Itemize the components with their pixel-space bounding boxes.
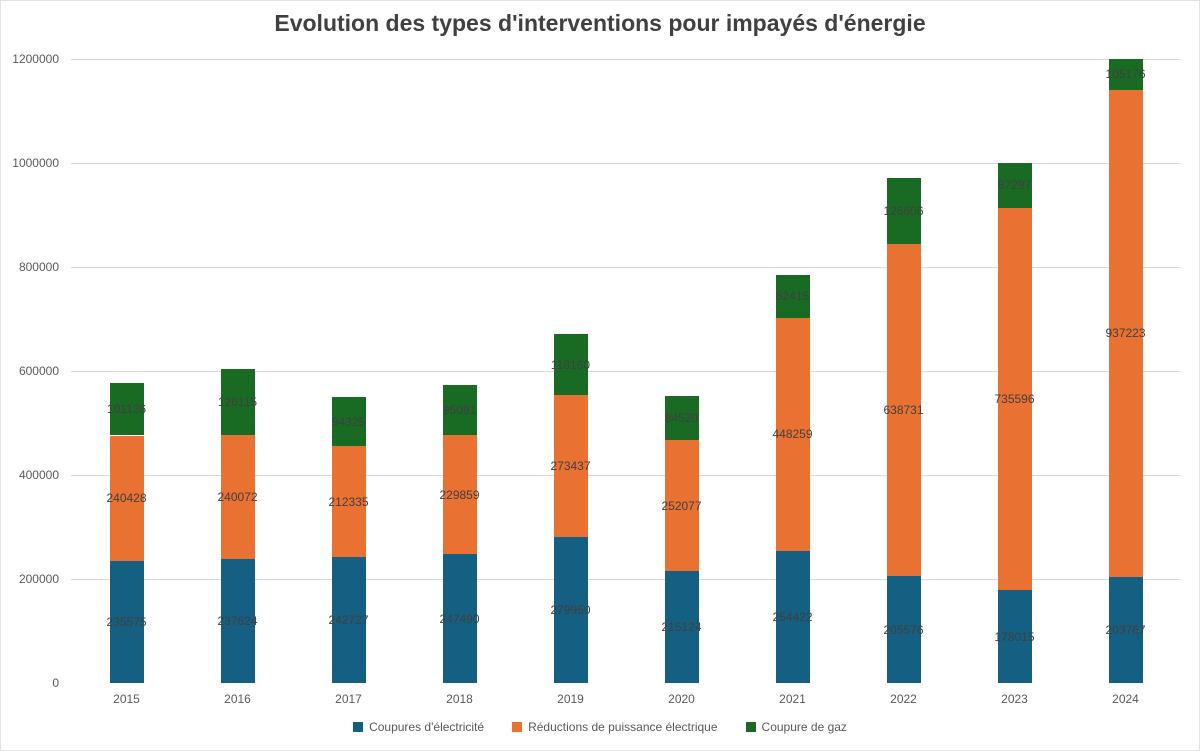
bar-segment xyxy=(1108,577,1143,683)
bar-data-label: 95091 xyxy=(442,403,477,418)
legend-label: Coupure de gaz xyxy=(761,720,847,734)
gridline xyxy=(71,59,1181,60)
legend-label: Coupures d'électricité xyxy=(369,720,485,734)
bar-segment xyxy=(331,397,366,447)
bar-data-label: 237624 xyxy=(217,614,258,629)
y-tick-label: 1200000 xyxy=(12,52,59,66)
bar-data-label: 205576 xyxy=(883,622,924,637)
y-tick-label: 1000000 xyxy=(12,156,59,170)
bar-segment xyxy=(220,559,255,683)
bar-segment xyxy=(775,550,810,683)
bar-data-label: 178015 xyxy=(994,629,1035,644)
bar-data-label: 212335 xyxy=(328,494,369,509)
bar-segment xyxy=(220,434,255,560)
bar-data-label: 638731 xyxy=(883,403,924,418)
bar-data-label: 105176 xyxy=(1105,67,1146,82)
bar-segment xyxy=(553,537,588,683)
plot-area: 235575 240428 101136 237624 240072 126115 2427… xyxy=(71,59,1181,683)
legend-item: Coupures d'électricité xyxy=(353,720,484,734)
x-tick-label: 2017 xyxy=(335,692,362,706)
bar-data-label: 937223 xyxy=(1105,326,1146,341)
gridline xyxy=(71,266,1181,268)
bar-data-label: 229859 xyxy=(439,487,480,502)
bar-data-label: 240072 xyxy=(217,490,258,505)
bar-segment xyxy=(109,560,144,683)
bar-segment xyxy=(664,396,699,441)
y-axis: 0 200000 400000 600000 800000 1000000 1200000 xyxy=(1,52,63,690)
gridline xyxy=(71,162,1181,164)
gridline xyxy=(71,474,1181,476)
y-tick-label: 400000 xyxy=(18,468,59,482)
bar-segment xyxy=(886,178,921,244)
bar-segment xyxy=(886,243,921,577)
x-tick-label: 2022 xyxy=(890,692,917,706)
bar-segment xyxy=(553,395,588,538)
bar-data-label: 235575 xyxy=(106,614,147,629)
bar-data-label: 735596 xyxy=(994,392,1035,407)
bar-data-label: 84520 xyxy=(664,411,699,426)
x-tick-label: 2020 xyxy=(668,692,695,706)
bar-segment xyxy=(664,440,699,572)
x-tick-label: 2024 xyxy=(1112,692,1139,706)
bar-data-label: 94325 xyxy=(331,414,366,429)
bar-segment xyxy=(442,554,477,683)
x-tick-label: 2016 xyxy=(224,692,251,706)
bar-data-label: 279950 xyxy=(550,603,591,618)
bar-segment xyxy=(109,382,144,436)
bar-segment xyxy=(775,274,810,318)
chart-title: Evolution des types d'interventions pour… xyxy=(274,10,926,36)
y-tick-label: 0 xyxy=(52,676,59,690)
bar-segment xyxy=(220,369,255,435)
bar-data-label: 87297 xyxy=(997,178,1032,193)
bar-segment xyxy=(886,576,921,683)
bar-segment xyxy=(553,333,588,396)
legend-swatch-icon xyxy=(745,722,756,732)
bar-segment xyxy=(775,317,810,551)
y-tick-label: 200000 xyxy=(18,572,59,586)
x-tick-label: 2023 xyxy=(1001,692,1028,706)
bar-segment xyxy=(109,435,144,561)
bar-segment xyxy=(997,207,1032,591)
bar-data-label: 82415 xyxy=(775,289,810,304)
bar-segment xyxy=(1108,59,1143,90)
x-tick-label: 2015 xyxy=(113,692,140,706)
legend-item: Réductions de puissance électrique xyxy=(512,720,718,734)
x-tick-label: 2018 xyxy=(446,692,473,706)
bar-data-label: 448259 xyxy=(772,427,813,442)
bar-segment xyxy=(331,446,366,557)
bar-data-label: 252077 xyxy=(661,498,702,513)
bar-data-label: 247490 xyxy=(439,611,480,626)
gridline xyxy=(71,682,1181,683)
legend-item: Coupure de gaz xyxy=(745,720,847,734)
legend-swatch-icon xyxy=(512,722,523,732)
bar-data-label: 118160 xyxy=(550,357,591,372)
bar-data-label: 203767 xyxy=(1105,623,1146,638)
gridline xyxy=(71,370,1181,372)
bar-segment xyxy=(442,434,477,555)
bar-data-label: 215124 xyxy=(661,620,702,635)
y-tick-label: 800000 xyxy=(18,260,59,274)
bar-data-label: 101136 xyxy=(106,402,147,417)
gridline xyxy=(71,578,1181,580)
legend: Coupures d'électricité Réductions de puis… xyxy=(1,720,1199,734)
bar-segment xyxy=(331,556,366,683)
bar-data-label: 242727 xyxy=(328,612,369,627)
bar-data-label: 126606 xyxy=(883,204,924,219)
x-tick-label: 2021 xyxy=(779,692,806,706)
bar-data-label: 254422 xyxy=(772,609,813,624)
y-tick-label: 600000 xyxy=(18,364,59,378)
bar-data-label: 240428 xyxy=(106,490,147,505)
x-axis: 2015 2016 2017 2018 2019 2020 2021 2022 2023 2024 xyxy=(71,692,1181,708)
bar-segment xyxy=(442,385,477,435)
bar-segment xyxy=(997,162,1032,208)
bar-segment xyxy=(997,590,1032,683)
legend-label: Réductions de puissance électrique xyxy=(528,720,718,734)
bar-data-label: 273437 xyxy=(550,459,591,474)
bar-data-label: 126115 xyxy=(217,394,258,409)
x-tick-label: 2019 xyxy=(557,692,584,706)
legend-swatch-icon xyxy=(353,722,364,732)
bar-segment xyxy=(664,571,699,683)
bar-segment xyxy=(1108,89,1143,578)
